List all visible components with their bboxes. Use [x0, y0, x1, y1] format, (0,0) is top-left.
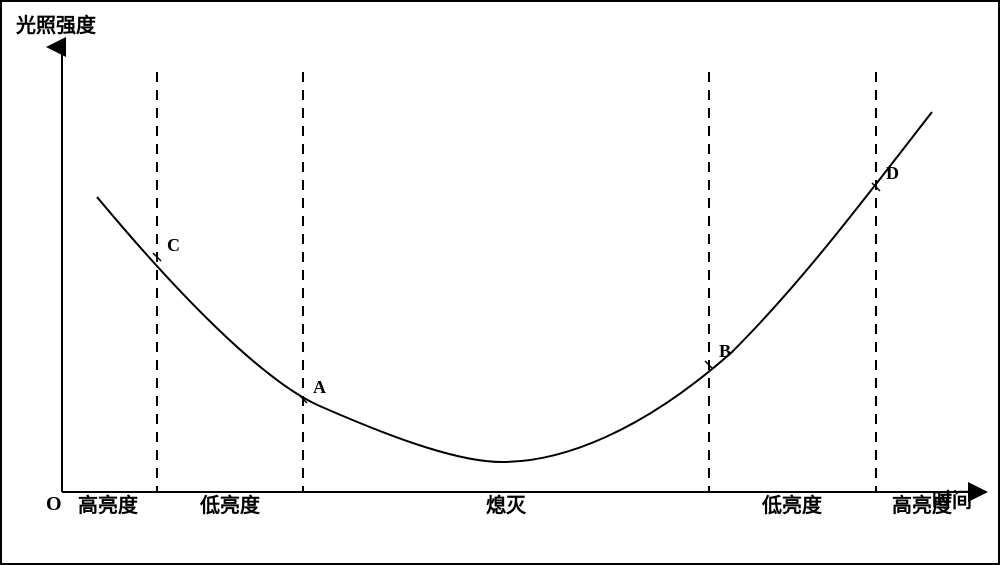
- y-axis-label: 光照强度: [15, 13, 97, 37]
- zone-label-4: 高亮度: [892, 493, 953, 517]
- chart-container: 光照强度时间OCABD高亮度低亮度熄灭低亮度高亮度: [0, 0, 1000, 565]
- point-label-a: A: [313, 377, 326, 397]
- intensity-curve: [97, 112, 932, 462]
- zone-label-0: 高亮度: [78, 493, 139, 517]
- zone-label-3: 低亮度: [761, 493, 823, 517]
- chart-svg: 光照强度时间OCABD高亮度低亮度熄灭低亮度高亮度: [2, 2, 998, 563]
- origin-label: O: [46, 493, 62, 515]
- point-label-c: C: [167, 235, 180, 255]
- point-label-b: B: [719, 341, 731, 361]
- zone-label-1: 低亮度: [199, 493, 261, 517]
- point-label-d: D: [886, 163, 899, 183]
- zone-label-2: 熄灭: [486, 493, 527, 517]
